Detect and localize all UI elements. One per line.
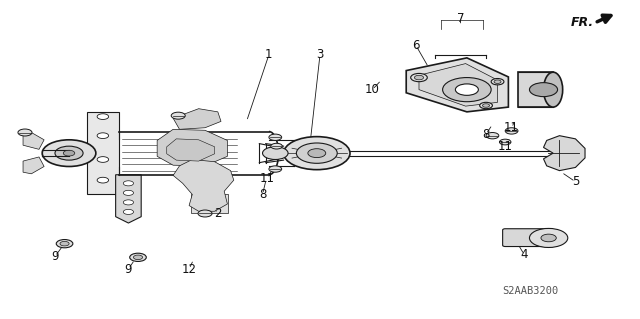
Circle shape [491,78,504,85]
Text: 8: 8 [483,128,490,141]
Polygon shape [157,129,227,166]
Circle shape [479,102,492,109]
Text: 11: 11 [260,172,275,185]
Circle shape [271,143,282,149]
Circle shape [499,139,511,145]
Circle shape [505,128,518,134]
Polygon shape [173,109,221,129]
Bar [87,112,119,195]
Text: 4: 4 [520,248,528,261]
Polygon shape [116,175,141,223]
Polygon shape [23,157,44,174]
Circle shape [529,83,557,97]
Circle shape [130,253,147,262]
Circle shape [483,104,490,107]
Circle shape [415,75,424,80]
Circle shape [60,241,69,246]
Circle shape [198,210,212,217]
Ellipse shape [543,72,563,107]
Circle shape [486,132,499,139]
Circle shape [42,140,96,167]
Bar [191,195,228,213]
Circle shape [296,143,337,163]
Circle shape [494,80,501,84]
Circle shape [124,190,134,196]
Circle shape [56,240,73,248]
Text: 8: 8 [259,188,266,201]
Circle shape [63,150,75,156]
Text: 5: 5 [572,175,579,188]
Circle shape [411,73,428,82]
Circle shape [443,78,491,102]
Circle shape [284,137,350,170]
Circle shape [124,209,134,214]
Circle shape [172,112,185,119]
Circle shape [262,147,288,160]
Circle shape [97,133,109,138]
Circle shape [269,166,282,172]
Text: FR.: FR. [570,16,593,29]
Polygon shape [167,139,214,161]
Circle shape [529,228,568,248]
Circle shape [97,157,109,162]
Circle shape [269,134,282,140]
Circle shape [124,200,134,205]
Circle shape [55,146,83,160]
Text: 7: 7 [457,12,464,25]
Text: 12: 12 [182,263,196,276]
Circle shape [308,149,326,158]
Text: 2: 2 [214,207,221,220]
Polygon shape [173,160,234,211]
Circle shape [18,129,32,136]
Text: 6: 6 [412,39,420,52]
Text: S2AAB3200: S2AAB3200 [502,286,559,296]
Text: 9: 9 [51,250,59,263]
Circle shape [124,181,134,186]
Text: 1: 1 [265,48,273,61]
Text: 9: 9 [125,263,132,276]
Circle shape [133,255,143,260]
Circle shape [97,114,109,120]
Circle shape [456,84,478,95]
Polygon shape [419,63,497,106]
Text: 11: 11 [504,121,519,134]
Circle shape [97,177,109,183]
FancyBboxPatch shape [502,229,546,247]
Circle shape [541,234,556,242]
Bar [518,72,553,107]
Polygon shape [406,58,508,112]
Text: 10: 10 [365,83,380,96]
Text: 3: 3 [316,48,324,61]
Polygon shape [23,132,44,149]
Text: 11: 11 [498,140,513,153]
Polygon shape [543,136,585,171]
